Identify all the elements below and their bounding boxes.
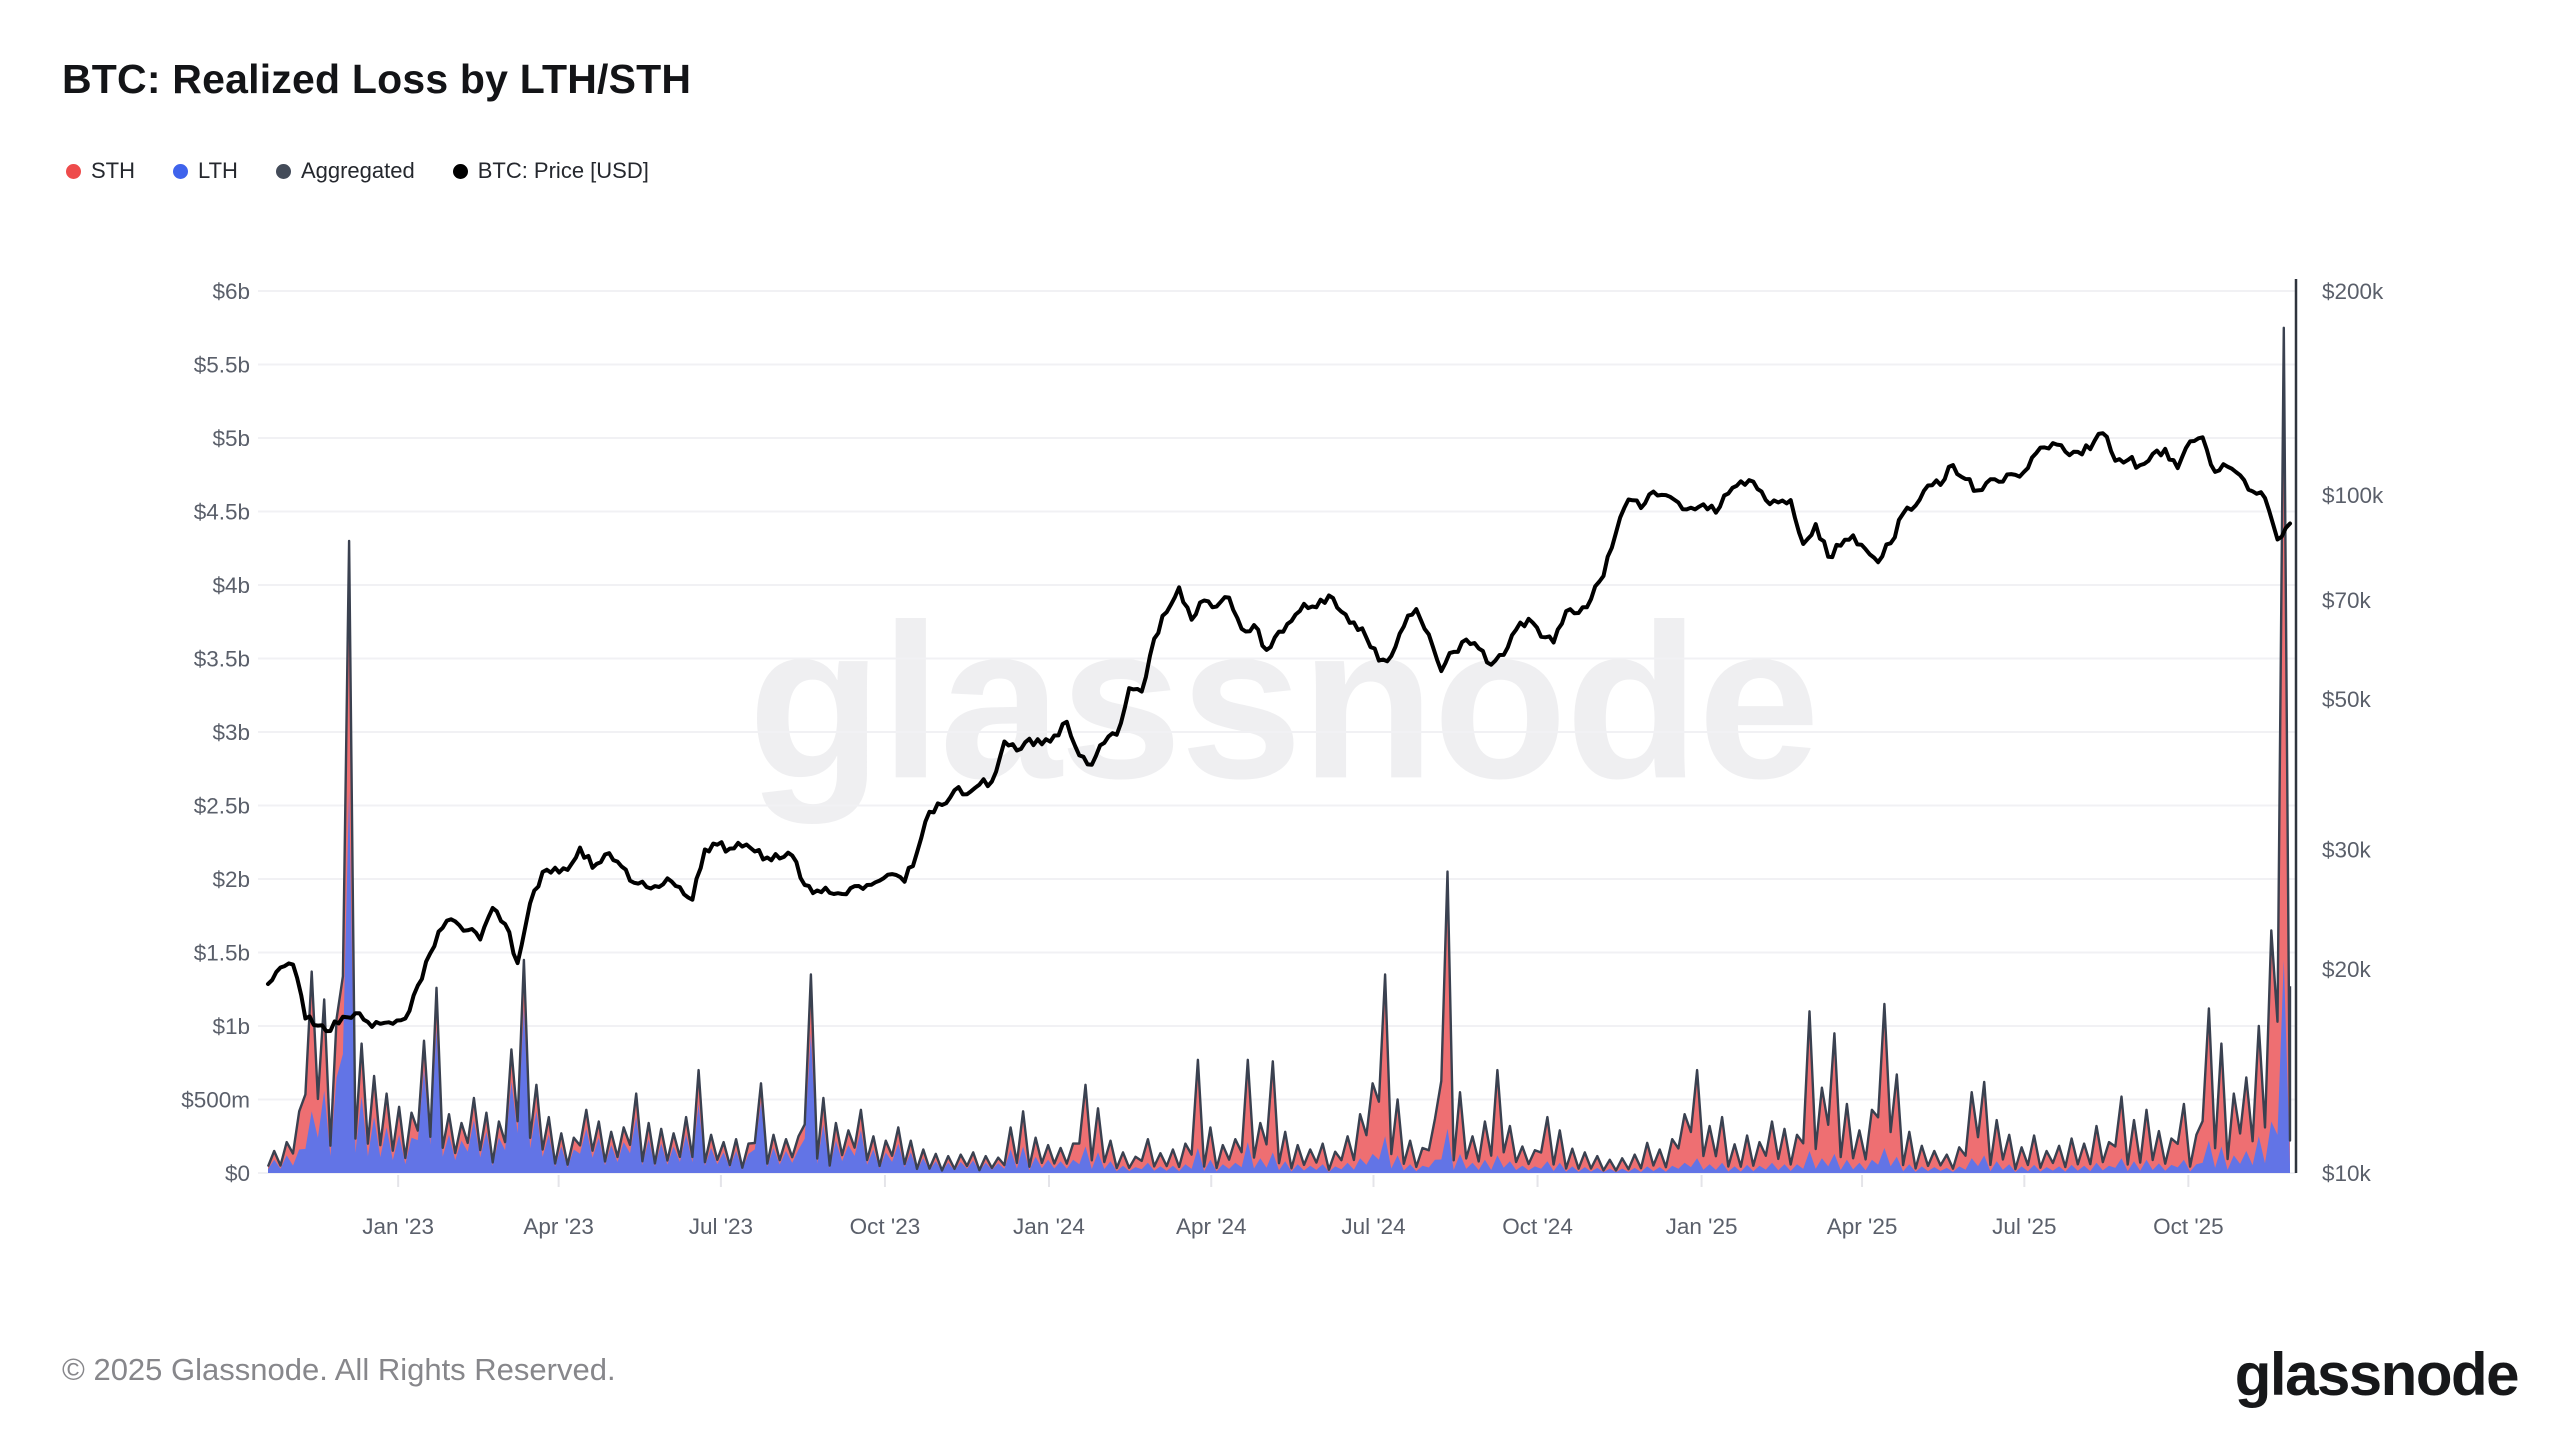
right-axis-tick-label: $10k bbox=[2322, 1161, 2372, 1186]
left-axis-tick-label: $3b bbox=[212, 720, 250, 745]
x-axis-tick-label: Jan '25 bbox=[1666, 1214, 1738, 1239]
left-axis-tick-label: $2.5b bbox=[194, 794, 250, 819]
x-axis-tick-label: Jul '23 bbox=[689, 1214, 753, 1239]
right-axis-tick-label: $30k bbox=[2322, 838, 2372, 863]
legend-label-btc-price: BTC: Price [USD] bbox=[477, 158, 649, 183]
x-axis-tick-label: Jul '24 bbox=[1341, 1214, 1405, 1239]
glassnode-watermark: glassnode bbox=[747, 578, 1820, 825]
legend-label-aggregated: Aggregated bbox=[300, 158, 415, 183]
right-axis-tick-label: $70k bbox=[2322, 588, 2372, 613]
left-axis-tick-label: $1.5b bbox=[194, 941, 250, 966]
left-axis-tick-label: $0 bbox=[225, 1161, 250, 1186]
right-axis-tick-label: $20k bbox=[2322, 957, 2372, 982]
sth-loss-area bbox=[268, 327, 2290, 1173]
x-axis-tick-label: Jan '24 bbox=[1013, 1214, 1085, 1239]
right-axis-tick-label: $200k bbox=[2322, 279, 2384, 304]
legend-label-lth: LTH bbox=[198, 158, 238, 183]
x-axis-tick-label: Apr '23 bbox=[523, 1214, 594, 1239]
left-axis-tick-label: $4b bbox=[212, 573, 250, 598]
x-axis-tick-label: Jul '25 bbox=[1992, 1214, 2056, 1239]
x-axis-tick-label: Apr '24 bbox=[1176, 1214, 1247, 1239]
left-axis-tick-label: $500m bbox=[181, 1088, 250, 1113]
left-axis-tick-label: $5.5b bbox=[194, 353, 250, 378]
left-axis-tick-label: $6b bbox=[212, 279, 250, 304]
right-axis-tick-label: $100k bbox=[2322, 483, 2384, 508]
x-axis-tick-label: Oct '24 bbox=[1502, 1214, 1573, 1239]
legend-item-aggregated[interactable]: Aggregated bbox=[275, 158, 415, 184]
x-axis-tick-label: Oct '23 bbox=[850, 1214, 921, 1239]
x-axis-tick-label: Jan '23 bbox=[362, 1214, 434, 1239]
left-axis-tick-label: $2b bbox=[212, 867, 250, 892]
page-title: BTC: Realized Loss by LTH/STH bbox=[62, 56, 692, 102]
legend: STH LTH Aggregated BTC: Price [USD] bbox=[66, 158, 649, 184]
x-axis-tick-label: Apr '25 bbox=[1827, 1214, 1898, 1239]
left-axis-tick-label: $3.5b bbox=[194, 647, 250, 672]
lth-legend-dot-icon bbox=[173, 163, 188, 179]
btc-price-line bbox=[266, 431, 2292, 1034]
btc-price-legend-dot-icon bbox=[452, 163, 468, 179]
right-axis-tick-label: $50k bbox=[2322, 687, 2372, 712]
left-axis-tick-label: $1b bbox=[212, 1014, 250, 1039]
aggregated-legend-dot-icon bbox=[275, 163, 291, 179]
glassnode-logo: glassnode bbox=[2234, 1341, 2520, 1408]
x-axis-tick-label: Oct '25 bbox=[2153, 1214, 2224, 1239]
legend-item-sth[interactable]: STH bbox=[66, 158, 135, 184]
left-axis-tick-label: $5b bbox=[212, 426, 250, 451]
copyright-text: © 2025 Glassnode. All Rights Reserved. bbox=[62, 1352, 616, 1387]
sth-legend-dot-icon bbox=[66, 163, 81, 179]
legend-item-lth[interactable]: LTH bbox=[173, 158, 238, 184]
left-axis-tick-label: $4.5b bbox=[194, 500, 250, 525]
aggregated-loss-line bbox=[266, 326, 2292, 1172]
legend-label-sth: STH bbox=[91, 158, 135, 183]
legend-item-btc-price[interactable]: BTC: Price [USD] bbox=[452, 158, 649, 184]
